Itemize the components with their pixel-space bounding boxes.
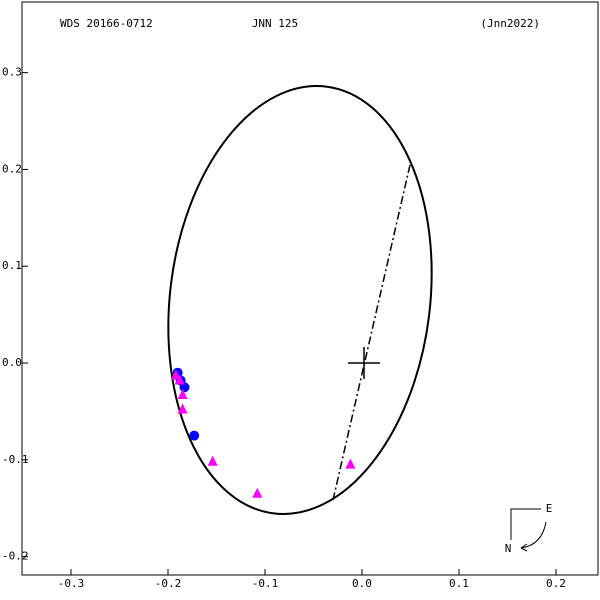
y-tick-label: 0.1 xyxy=(2,259,22,272)
frame xyxy=(21,1,599,576)
y-tick-label: 0.2 xyxy=(2,162,22,175)
compass-arrow xyxy=(520,521,547,549)
y-tick-label: 0.3 xyxy=(2,66,22,79)
line-of-nodes xyxy=(332,164,411,501)
x-tick-label: -0.1 xyxy=(252,577,279,590)
compass-east: E xyxy=(546,502,553,515)
compass: E N xyxy=(505,502,553,555)
y-tick-label: -0.2 xyxy=(2,550,29,563)
chart-reference: (Jnn2022) xyxy=(480,17,540,30)
x-tick-label: -0.2 xyxy=(155,577,182,590)
orbit-ellipse xyxy=(167,85,433,515)
point xyxy=(207,455,218,466)
point xyxy=(252,487,263,498)
x-tick-label: -0.3 xyxy=(58,577,85,590)
chart-title: JNN 125 xyxy=(252,17,298,30)
point xyxy=(174,374,185,385)
point xyxy=(177,403,188,414)
compass-arrowhead xyxy=(520,543,528,552)
point xyxy=(179,382,190,393)
compass-axes xyxy=(510,508,541,540)
compass-north: N xyxy=(505,542,512,555)
x-tick-label: 0.2 xyxy=(546,577,566,590)
point xyxy=(189,430,200,441)
y-tick-label: 0.0 xyxy=(2,356,22,369)
point xyxy=(170,369,181,380)
point xyxy=(345,458,356,469)
x-tick-label: 0.0 xyxy=(352,577,372,590)
chart-id: WDS 20166-0712 xyxy=(60,17,153,30)
y-tick-label: -0.1 xyxy=(2,453,29,466)
point xyxy=(177,388,188,399)
x-tick-label: 0.1 xyxy=(449,577,469,590)
